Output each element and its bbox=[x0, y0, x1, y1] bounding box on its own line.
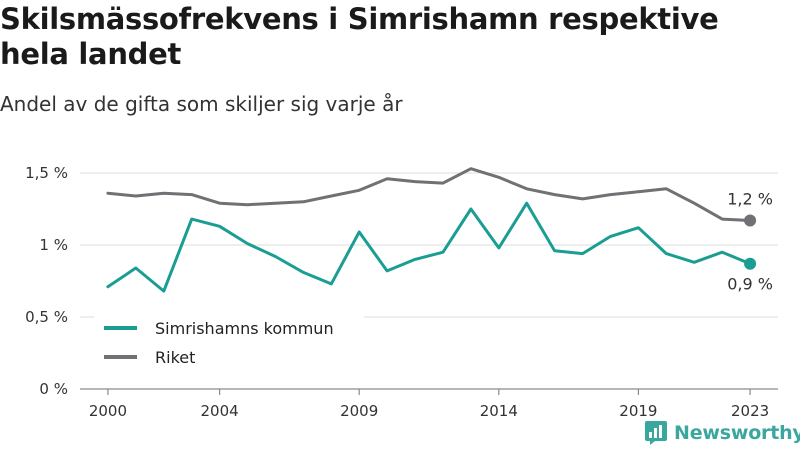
end-label-simrishamn: 0,9 % bbox=[727, 275, 773, 294]
x-axis: 2000 2004 2009 2014 2019 2023 bbox=[89, 389, 769, 420]
x-tick-label: 2023 bbox=[731, 402, 769, 420]
gridlines: 0 % 0,5 % 1 % 1,5 % bbox=[25, 164, 778, 398]
y-tick-label: 1,5 % bbox=[25, 164, 68, 182]
series-line-riket bbox=[106, 167, 752, 222]
legend: Simrishamns kommun Riket bbox=[94, 313, 364, 375]
end-point-riket bbox=[744, 214, 757, 227]
y-tick-label: 0,5 % bbox=[25, 308, 68, 326]
x-tick-label: 2004 bbox=[201, 402, 239, 420]
y-tick-label: 1 % bbox=[39, 236, 68, 254]
series-lines: 1,2 % 0,9 % bbox=[106, 167, 773, 294]
end-label-riket: 1,2 % bbox=[727, 190, 773, 209]
legend-label: Simrishamns kommun bbox=[155, 319, 334, 338]
newsworthy-logo: Newsworthy bbox=[643, 419, 800, 447]
logo-text: Newsworthy bbox=[674, 422, 800, 444]
end-point-simrishamn bbox=[744, 257, 757, 270]
bar-chart-icon bbox=[645, 421, 667, 445]
x-tick-label: 2014 bbox=[480, 402, 518, 420]
legend-label: Riket bbox=[155, 348, 195, 367]
chart-title: Skilsmässofrekvens i Simrishamn respekti… bbox=[0, 2, 719, 71]
x-tick-label: 2019 bbox=[619, 402, 657, 420]
y-tick-label: 0 % bbox=[39, 380, 68, 398]
x-tick-label: 2000 bbox=[89, 402, 127, 420]
series-line-simrishamn bbox=[106, 201, 752, 293]
chart-subtitle: Andel av de gifta som skiljer sig varje … bbox=[0, 92, 403, 116]
x-tick-label: 2009 bbox=[340, 402, 378, 420]
legend-background bbox=[94, 313, 364, 375]
